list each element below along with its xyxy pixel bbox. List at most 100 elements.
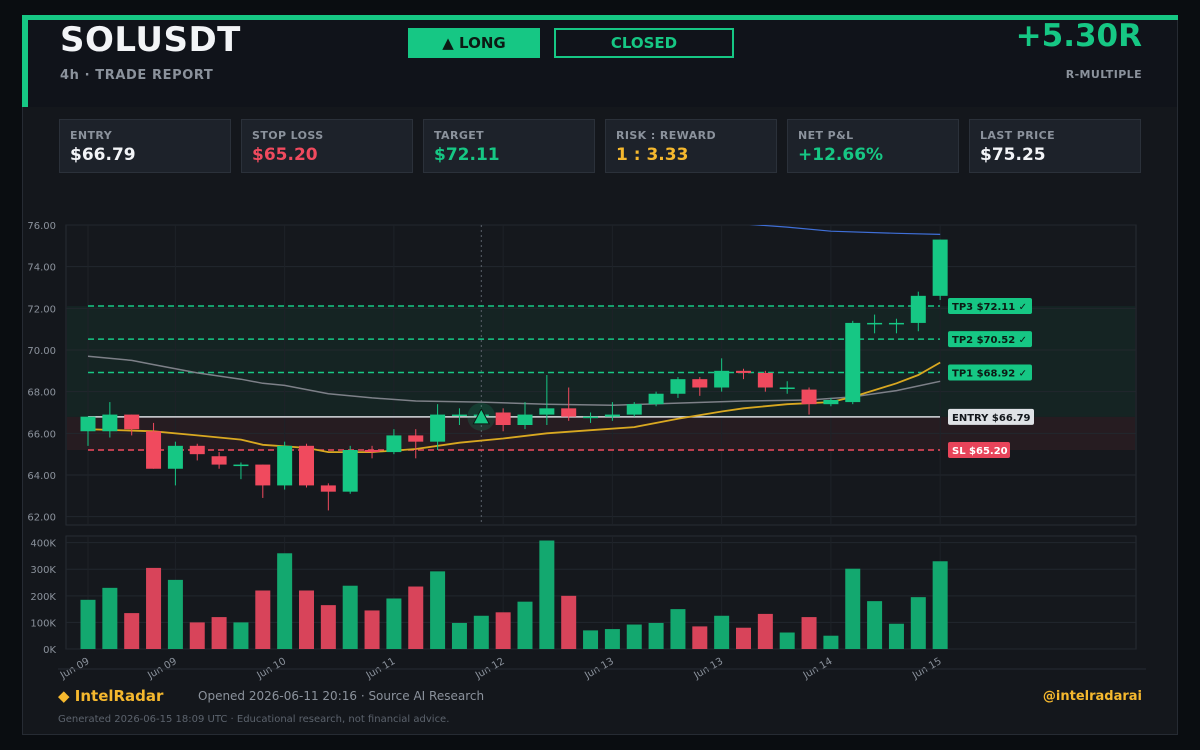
- volume-bar: [430, 571, 446, 649]
- stat-card-last-price: LAST PRICE $75.25: [969, 119, 1141, 173]
- symbol-title: SOLUSDT: [60, 20, 241, 60]
- level-tag-tp3: [948, 298, 1032, 315]
- stat-value: $65.20: [252, 145, 318, 165]
- volume-bar: [626, 624, 642, 649]
- volume-tick-label: 200K: [30, 592, 56, 603]
- candle-body: [757, 372, 773, 388]
- price-tick-label: 70.00: [27, 346, 56, 357]
- candle-body: [801, 389, 817, 405]
- level-tag-label: TP2 $70.52 ✓: [952, 335, 1027, 346]
- candle-body: [932, 239, 948, 296]
- volume-bar: [888, 623, 904, 649]
- report-header: [28, 20, 1177, 107]
- volume-bar: [910, 597, 926, 649]
- candle-body: [277, 445, 293, 486]
- volume-bar: [342, 585, 358, 649]
- volume-bar: [408, 586, 424, 649]
- volume-tick-label: 300K: [30, 565, 56, 576]
- volume-bar: [146, 567, 162, 649]
- volume-bar: [539, 540, 555, 649]
- volume-bar: [189, 622, 205, 649]
- candle-body: [539, 408, 555, 415]
- candle-body: [648, 393, 664, 405]
- volume-bar: [757, 613, 773, 649]
- direction-badge: ▲ LONG: [408, 28, 540, 58]
- candle-body: [102, 414, 118, 432]
- volume-bar: [517, 601, 533, 649]
- volume-bar: [473, 615, 489, 649]
- volume-bar: [670, 609, 686, 649]
- stat-label: NET P&L: [798, 129, 854, 142]
- volume-bar: [779, 632, 795, 649]
- stat-card-net-pnl: NET P&L +12.66%: [787, 119, 959, 173]
- volume-bar: [604, 629, 620, 649]
- footer-brand: ◆ IntelRadar: [58, 687, 164, 705]
- stat-label: LAST PRICE: [980, 129, 1055, 142]
- footer-handle: @intelradarai: [1042, 689, 1142, 704]
- footer-note: Generated 2026-06-15 18:09 UTC · Educati…: [58, 714, 450, 725]
- candle-body: [342, 450, 358, 492]
- level-tag-entry: [948, 408, 1034, 425]
- level-tag-label: ENTRY $66.79: [952, 413, 1031, 424]
- volume-bar: [451, 622, 467, 649]
- volume-tick-label: 0K: [43, 645, 56, 656]
- price-tick-label: 72.00: [27, 304, 56, 315]
- volume-bar: [277, 553, 293, 649]
- volume-bar: [386, 598, 402, 649]
- footer-meta: Opened 2026-06-11 20:16 · Source AI Rese…: [198, 689, 485, 703]
- candle-body: [255, 464, 271, 486]
- top-accent-line: [22, 15, 1178, 20]
- candle-body: [80, 416, 96, 432]
- volume-bar: [583, 630, 599, 649]
- entry-marker-icon: [472, 407, 491, 425]
- price-tick-label: 66.00: [27, 429, 56, 440]
- volume-bar: [124, 613, 140, 649]
- stat-value: $72.11: [434, 145, 500, 165]
- stat-card-target: TARGET $72.11: [423, 119, 595, 173]
- volume-tick-label: 400K: [30, 539, 56, 550]
- profit-zone: [67, 306, 1135, 417]
- candle-body: [867, 322, 883, 325]
- candle-body: [495, 412, 511, 425]
- candle-body: [167, 445, 183, 469]
- volume-bar: [801, 617, 817, 649]
- volume-bar: [845, 568, 861, 649]
- volume-bar: [255, 590, 271, 649]
- volume-bar: [714, 615, 730, 649]
- volume-tick-label: 100K: [30, 618, 56, 629]
- candle-body: [299, 445, 314, 486]
- candle-body: [451, 414, 467, 417]
- candle-body: [626, 404, 642, 415]
- candle-body: [779, 387, 795, 389]
- volume-bar: [211, 617, 227, 649]
- level-tag-label: SL $65.20: [952, 446, 1008, 457]
- r-multiple-value: +5.30R: [1015, 18, 1142, 54]
- candle-body: [364, 450, 380, 453]
- r-multiple-label: R-MULTIPLE: [1065, 68, 1142, 81]
- level-tag-tp1: [948, 364, 1032, 381]
- stat-label: STOP LOSS: [252, 129, 324, 142]
- report-subtitle: 4h · TRADE REPORT: [60, 68, 214, 83]
- candle-body: [692, 379, 708, 388]
- stat-label: RISK : REWARD: [616, 129, 717, 142]
- candle-body: [320, 485, 336, 492]
- candle-body: [583, 416, 599, 419]
- candle-body: [561, 408, 577, 417]
- volume-bar: [648, 622, 664, 649]
- level-tag-sl: [948, 442, 1010, 458]
- stat-card-stop-loss: STOP LOSS $65.20: [241, 119, 413, 173]
- candle-body: [670, 379, 686, 394]
- price-tick-label: 64.00: [27, 471, 56, 482]
- level-tag-label: TP3 $72.11 ✓: [952, 302, 1027, 313]
- volume-bar: [736, 627, 751, 649]
- stat-value: $75.25: [980, 145, 1046, 165]
- candle-body: [386, 435, 402, 453]
- candle-body: [736, 370, 751, 373]
- price-tick-label: 74.00: [27, 263, 56, 274]
- level-tag-label: TP1 $68.92 ✓: [952, 369, 1027, 380]
- volume-bar: [692, 626, 708, 649]
- volume-bar: [932, 561, 948, 649]
- price-tick-label: 76.00: [27, 221, 56, 232]
- volume-bar: [867, 601, 883, 649]
